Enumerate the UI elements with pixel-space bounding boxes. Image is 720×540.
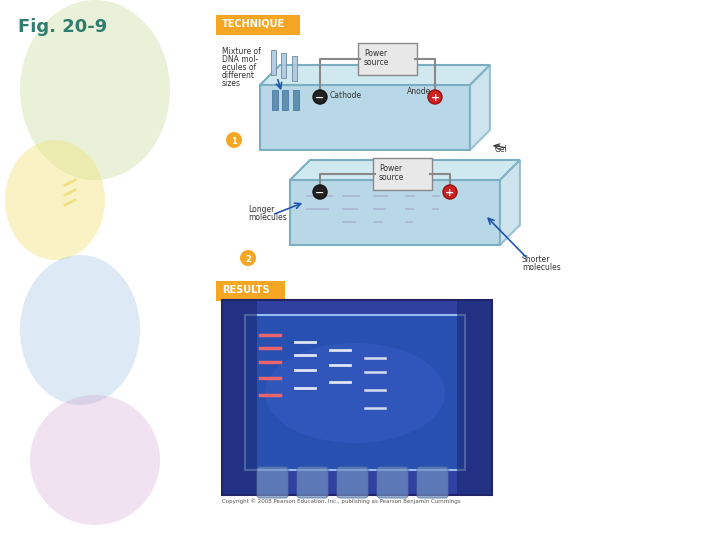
- Bar: [271, 50, 276, 75]
- Text: Longer: Longer: [248, 205, 274, 214]
- Text: Anode: Anode: [407, 86, 431, 96]
- Ellipse shape: [30, 395, 160, 525]
- FancyBboxPatch shape: [417, 467, 448, 498]
- FancyBboxPatch shape: [260, 85, 470, 150]
- Text: 2: 2: [245, 254, 251, 264]
- FancyBboxPatch shape: [290, 180, 500, 245]
- Text: +: +: [446, 188, 454, 198]
- Bar: [245, 315, 465, 470]
- Ellipse shape: [20, 0, 170, 180]
- Circle shape: [428, 90, 442, 104]
- Polygon shape: [260, 65, 490, 85]
- Text: Power: Power: [364, 49, 387, 58]
- Bar: [457, 300, 492, 495]
- Text: ecules of: ecules of: [222, 63, 256, 72]
- Bar: [222, 300, 492, 495]
- Text: −: −: [315, 93, 325, 103]
- Text: +: +: [431, 93, 440, 103]
- Text: sizes: sizes: [222, 79, 241, 88]
- FancyBboxPatch shape: [358, 43, 417, 75]
- Circle shape: [313, 185, 327, 199]
- Circle shape: [240, 250, 256, 266]
- Bar: [222, 300, 257, 495]
- Text: Shorter: Shorter: [522, 255, 551, 264]
- Text: TECHNIQUE: TECHNIQUE: [222, 19, 285, 29]
- FancyBboxPatch shape: [373, 158, 432, 190]
- Text: 1: 1: [231, 137, 237, 145]
- Circle shape: [313, 90, 327, 104]
- Text: source: source: [379, 173, 405, 182]
- Text: Fig. 20-9: Fig. 20-9: [18, 18, 107, 36]
- Text: source: source: [364, 58, 390, 67]
- Circle shape: [443, 185, 457, 199]
- Text: −: −: [315, 188, 325, 198]
- FancyBboxPatch shape: [257, 467, 288, 498]
- Bar: [282, 90, 288, 110]
- Ellipse shape: [5, 140, 105, 260]
- Bar: [272, 90, 278, 110]
- Bar: [281, 53, 286, 78]
- Bar: [293, 90, 299, 110]
- Text: Mixture of: Mixture of: [222, 47, 261, 56]
- Text: Gel: Gel: [495, 145, 508, 154]
- FancyBboxPatch shape: [297, 467, 328, 498]
- FancyBboxPatch shape: [216, 15, 300, 35]
- FancyBboxPatch shape: [216, 281, 285, 301]
- Text: molecules: molecules: [248, 213, 287, 222]
- Text: Copyright © 2008 Pearson Education, Inc., publishing as Pearson Benjamin Cumming: Copyright © 2008 Pearson Education, Inc.…: [222, 498, 461, 504]
- Bar: [292, 56, 297, 81]
- Text: Power: Power: [379, 164, 402, 173]
- FancyBboxPatch shape: [377, 467, 408, 498]
- Polygon shape: [290, 160, 520, 180]
- Polygon shape: [470, 65, 490, 150]
- Text: RESULTS: RESULTS: [222, 285, 269, 295]
- Text: molecules: molecules: [522, 263, 561, 272]
- Text: different: different: [222, 71, 255, 80]
- Polygon shape: [500, 160, 520, 245]
- Ellipse shape: [265, 343, 445, 443]
- Text: DNA mol-: DNA mol-: [222, 55, 258, 64]
- Text: Cathode: Cathode: [330, 91, 362, 100]
- FancyBboxPatch shape: [337, 467, 368, 498]
- Ellipse shape: [20, 255, 140, 405]
- Circle shape: [226, 132, 242, 148]
